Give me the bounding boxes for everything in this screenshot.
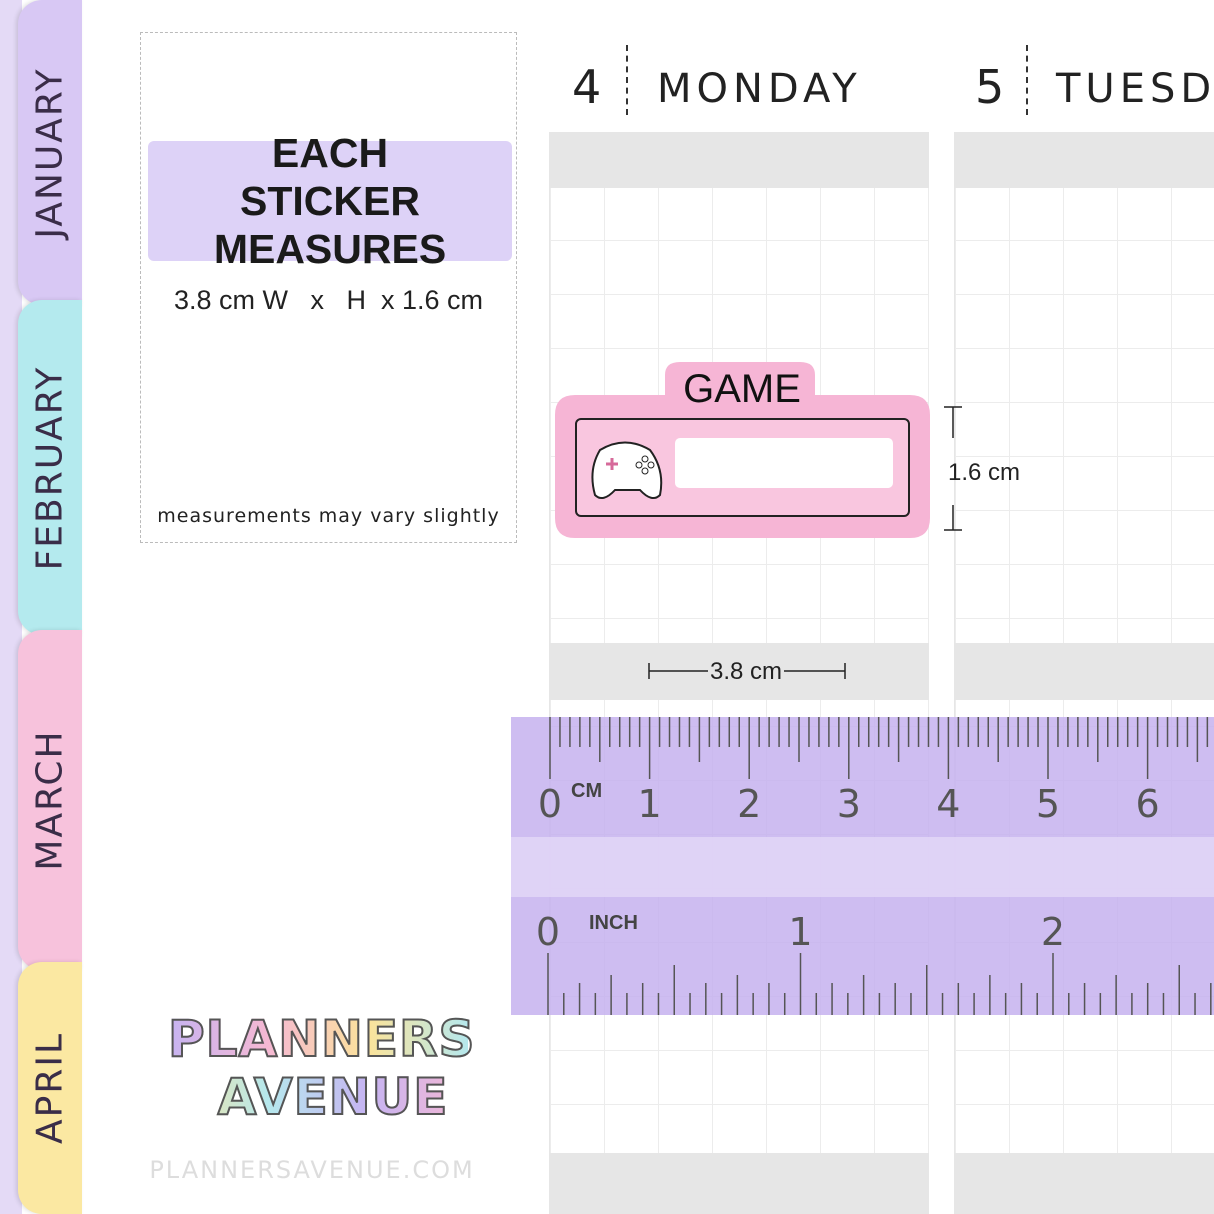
logo-line: PLANNERS: [167, 1009, 476, 1069]
info-size: 3.8 cm W x H x 1.6 cm: [173, 285, 484, 315]
info-title: EACH STICKER MEASURES: [148, 130, 512, 272]
gray-band: [550, 1153, 929, 1214]
tab[interactable]: JANUARY: [18, 0, 82, 305]
cm-label: 4: [936, 782, 960, 826]
height-label: 1.6 cm: [948, 459, 1020, 486]
tab[interactable]: APRIL: [18, 962, 82, 1214]
cm-label: 2: [737, 782, 761, 826]
day-name: TUESDAY: [1056, 66, 1214, 112]
inch-label: 0: [536, 910, 560, 954]
cm-label: 3: [837, 782, 861, 826]
inch-unit: INCH: [589, 912, 638, 934]
cm-unit: CM: [571, 780, 602, 802]
cm-label: 5: [1036, 782, 1060, 826]
inch-label: 2: [1041, 910, 1065, 954]
cm-label: 1: [638, 782, 662, 826]
footer: PLANNERSAVENUE.COM: [149, 1156, 475, 1184]
day-column: [549, 132, 929, 1214]
cm-label: 0: [538, 782, 562, 826]
separator: [626, 45, 628, 115]
tab-spine: [0, 0, 22, 1214]
logo: PLANNERS AVENUE: [167, 1009, 476, 1127]
controller-icon: [591, 441, 663, 500]
info-note: measurements may vary slightly: [157, 505, 500, 527]
day-name: MONDAY: [657, 66, 862, 112]
sticker-label: GAME: [683, 367, 801, 411]
width-label: 3.8 cm: [710, 658, 782, 685]
gray-band: [550, 132, 929, 188]
height-arrow: [944, 406, 962, 531]
tab[interactable]: MARCH: [18, 630, 82, 970]
gray-band: [955, 1153, 1214, 1214]
separator: [1026, 45, 1028, 115]
cm-label: 6: [1136, 782, 1160, 826]
inch-label: 1: [788, 910, 812, 954]
width-arrow: [648, 663, 846, 679]
ruler: CM INCH 0 1 2 3 4 5 6 0 1 2: [511, 717, 1214, 1015]
tab[interactable]: FEBRUARY: [18, 300, 82, 635]
day-column: [954, 132, 1214, 1214]
gray-band: [550, 643, 929, 700]
gray-band: [955, 643, 1214, 700]
gray-band: [955, 132, 1214, 188]
day-number: 4: [572, 60, 607, 114]
day-number: 5: [975, 60, 1010, 114]
dpad: [606, 458, 618, 470]
ruler-center: [511, 837, 1214, 897]
write-box: [675, 438, 893, 488]
logo-line: AVENUE: [168, 1067, 468, 1127]
info-box: EACH STICKER MEASURES 3.8 cm W x H x 1.6…: [140, 32, 517, 543]
